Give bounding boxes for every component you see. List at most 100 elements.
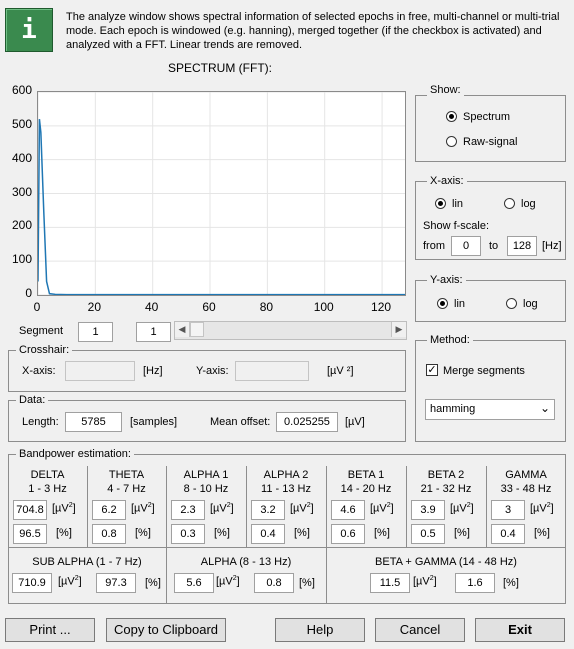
band-rel-unit: [%]	[374, 527, 390, 539]
band-abs-field: 3.9	[411, 500, 445, 520]
band-abs-unit: [µV2]	[210, 502, 234, 515]
show-title: Show:	[427, 84, 464, 96]
spectrum-radio[interactable]	[446, 111, 457, 122]
band-group-rel-field: 97.3	[96, 573, 136, 593]
band-rel-field: 0.4	[491, 524, 525, 544]
crosshair-y-field	[235, 361, 309, 381]
unit-text: [µV	[52, 502, 69, 515]
band-range: 4 - 7 Hz	[107, 483, 146, 495]
unit-text: [µV	[413, 575, 430, 588]
spectrum-plot	[37, 91, 406, 296]
help-button[interactable]: Help	[275, 618, 365, 642]
x-tick-label: 80	[259, 300, 274, 314]
band-abs-unit: [µV2]	[530, 502, 554, 515]
info-icon: i	[5, 8, 53, 52]
unit-exp: 2	[429, 575, 434, 582]
data-group	[8, 400, 406, 442]
cancel-button[interactable]: Cancel	[375, 618, 465, 642]
band-abs-unit: [µV2]	[52, 502, 76, 515]
merge-segments-label: Merge segments	[443, 365, 525, 377]
offset-label: Mean offset:	[210, 416, 271, 428]
from-label: from	[423, 240, 445, 252]
slider-right-arrow-icon[interactable]: ▶	[391, 322, 406, 337]
unit-close: ]	[310, 502, 314, 515]
from-field[interactable]: 0	[451, 236, 481, 256]
merge-segments-checkbox[interactable]: ✓	[426, 364, 438, 376]
to-label: to	[489, 240, 499, 252]
xaxis-log-radio[interactable]	[504, 198, 515, 209]
band-group-abs-unit: [µV2]	[413, 575, 437, 588]
band-abs-unit: [µV2]	[450, 502, 474, 515]
band-rel-unit: [%]	[56, 527, 72, 539]
exit-button[interactable]: Exit	[475, 618, 565, 642]
unit-close: ]	[550, 502, 554, 515]
xaxis-lin-radio[interactable]	[435, 198, 446, 209]
unit-close: ]	[236, 575, 240, 588]
spectrum-radio-label: Spectrum	[463, 111, 511, 123]
to-field[interactable]: 128	[507, 236, 537, 256]
band-abs-unit: [µV2]	[290, 502, 314, 515]
crosshair-y-unit: [µV ²]	[327, 365, 354, 377]
crosshair-x-unit: [Hz]	[143, 365, 163, 377]
x-tick-label: 40	[145, 300, 159, 314]
window-select[interactable]: hamming ⌄	[425, 399, 555, 420]
fscale-unit: [Hz]	[542, 240, 562, 252]
y-tick-label: 300	[11, 184, 32, 199]
yaxis-lin-radio[interactable]	[437, 298, 448, 309]
print-button[interactable]: Print ...	[5, 618, 95, 642]
band-name: BETA 1	[347, 469, 385, 481]
segment-field-2[interactable]: 1	[136, 322, 171, 342]
band-rel-field: 0.5	[411, 524, 445, 544]
band-abs-field: 3.2	[251, 500, 285, 520]
yaxis-log-radio[interactable]	[506, 298, 517, 309]
y-tick-label: 200	[11, 218, 32, 233]
unit-text: [µV	[370, 502, 387, 515]
info-text: The analyze window shows spectral inform…	[66, 11, 560, 51]
band-group-name: BETA + GAMMA (14 - 48 Hz)	[375, 556, 517, 568]
length-unit: [samples]	[130, 416, 178, 428]
band-name: THETA	[108, 469, 145, 481]
spectrum-title: SPECTRUM (FFT):	[168, 61, 272, 75]
y-tick-label: 0	[25, 286, 32, 300]
unit-exp: 2	[232, 575, 237, 582]
x-tick-label: 20	[87, 300, 102, 314]
band-rel-unit: [%]	[214, 527, 230, 539]
band-group-abs-field: 710.9	[12, 573, 52, 593]
band-group-abs-unit: [µV2]	[216, 575, 240, 588]
band-abs-field: 3	[491, 500, 525, 520]
band-abs-unit: [µV2]	[131, 502, 155, 515]
raw-signal-radio-label: Raw-signal	[463, 136, 518, 148]
band-group-name: ALPHA (8 - 13 Hz)	[200, 556, 292, 568]
slider-thumb[interactable]	[190, 322, 204, 337]
band-range: 21 - 32 Hz	[420, 483, 472, 495]
unit-exp: 2	[546, 502, 551, 509]
raw-signal-radio[interactable]	[446, 136, 457, 147]
band-divider	[406, 466, 407, 547]
yaxis-group	[415, 280, 566, 322]
segment-field-1[interactable]: 1	[78, 322, 113, 342]
unit-close: ]	[78, 575, 82, 588]
band-range: 8 - 10 Hz	[183, 483, 229, 495]
x-tick-label: 120	[371, 300, 392, 314]
unit-close: ]	[230, 502, 234, 515]
band-abs-field: 6.2	[92, 500, 126, 520]
unit-text: [µV	[210, 502, 227, 515]
band-range: 1 - 3 Hz	[28, 483, 67, 495]
spectrum-plot-svg	[37, 91, 405, 296]
unit-text: [µV	[58, 575, 75, 588]
crosshair-title: Crosshair:	[16, 344, 73, 356]
band-group-rel-unit: [%]	[145, 577, 161, 589]
unit-close: ]	[151, 502, 155, 515]
group-divider	[166, 547, 167, 604]
band-range: 14 - 20 Hz	[340, 483, 392, 495]
band-rel-unit: [%]	[135, 527, 151, 539]
unit-text: [µV	[131, 502, 148, 515]
slider-left-arrow-icon[interactable]: ◀	[175, 322, 190, 337]
yaxis-lin-label: lin	[454, 298, 466, 310]
band-divider	[246, 466, 247, 547]
segment-slider[interactable]: ◀ ▶	[174, 321, 407, 340]
unit-exp: 2	[466, 502, 471, 509]
copy-to-clipboard-button[interactable]: Copy to Clipboard	[106, 618, 226, 642]
yaxis-log-label: log	[523, 298, 538, 310]
window-select-value: hamming	[430, 403, 476, 415]
